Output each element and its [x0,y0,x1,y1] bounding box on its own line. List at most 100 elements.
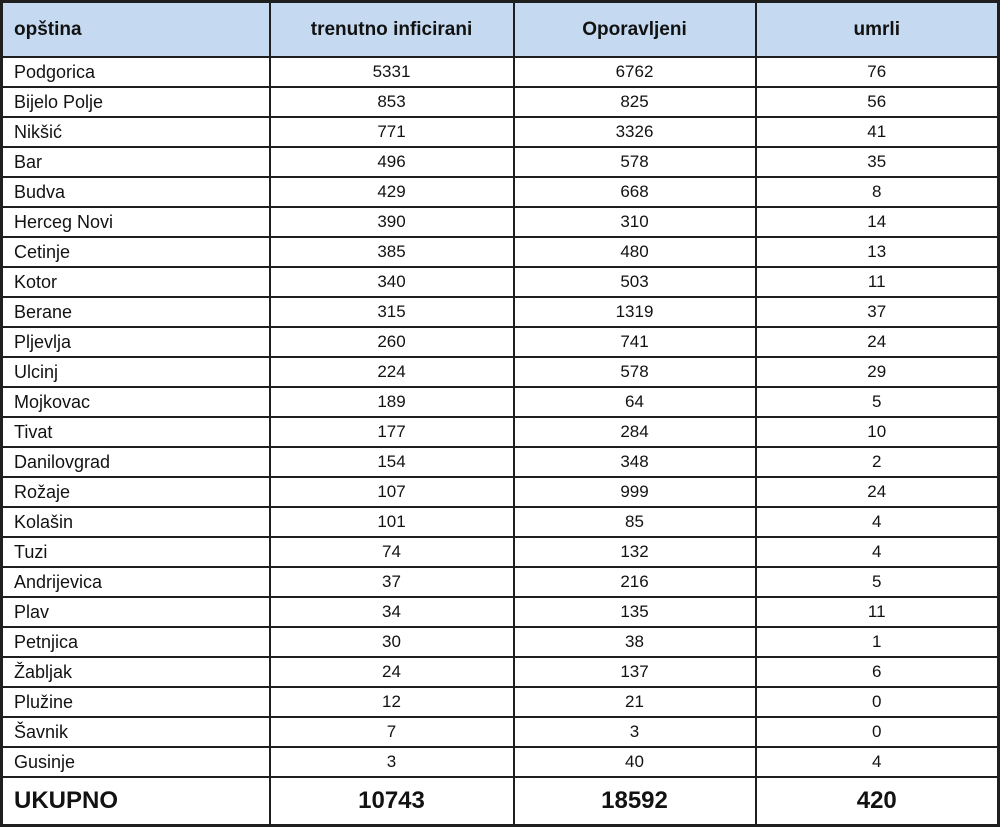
currently-infected-value: 385 [268,236,515,268]
municipality-name: Plav [0,596,271,628]
currently-infected-value: 101 [268,506,515,538]
currently-infected-value: 496 [268,146,515,178]
total-recovered: 18592 [512,776,757,827]
municipality-name: Pljevlja [0,326,271,358]
recovered-value: 216 [512,566,757,598]
recovered-value: 132 [512,536,757,568]
table-row: Ulcinj 224 578 29 [0,356,1000,388]
recovered-value: 578 [512,356,757,388]
recovered-value: 310 [512,206,757,238]
currently-infected-value: 390 [268,206,515,238]
currently-infected-value: 3 [268,746,515,778]
municipality-name: Šavnik [0,716,271,748]
currently-infected-value: 189 [268,386,515,418]
deaths-value: 6 [754,656,1000,688]
currently-infected-value: 34 [268,596,515,628]
recovered-value: 668 [512,176,757,208]
header-row: opština trenutno inficirani Oporavljeni … [0,0,1000,58]
municipality-name: Tuzi [0,536,271,568]
currently-infected-value: 315 [268,296,515,328]
recovered-value: 348 [512,446,757,478]
column-header-currently-infected: trenutno inficirani [268,0,515,58]
deaths-value: 37 [754,296,1000,328]
recovered-value: 578 [512,146,757,178]
table-row: Nikšić 771 3326 41 [0,116,1000,148]
recovered-value: 480 [512,236,757,268]
table-row: Plav 34 135 11 [0,596,1000,628]
table-row: Kolašin 101 85 4 [0,506,1000,538]
municipality-name: Berane [0,296,271,328]
currently-infected-value: 154 [268,446,515,478]
deaths-value: 4 [754,746,1000,778]
table-row: Pljevlja 260 741 24 [0,326,1000,358]
currently-infected-value: 224 [268,356,515,388]
municipality-name: Cetinje [0,236,271,268]
municipality-name: Kolašin [0,506,271,538]
municipality-name: Budva [0,176,271,208]
currently-infected-value: 429 [268,176,515,208]
deaths-value: 4 [754,536,1000,568]
deaths-value: 0 [754,686,1000,718]
table-row: Herceg Novi 390 310 14 [0,206,1000,238]
municipality-name: Rožaje [0,476,271,508]
table-row: Rožaje 107 999 24 [0,476,1000,508]
currently-infected-value: 24 [268,656,515,688]
table-row: Gusinje 3 40 4 [0,746,1000,778]
table-row: Mojkovac 189 64 5 [0,386,1000,418]
deaths-value: 14 [754,206,1000,238]
deaths-value: 5 [754,566,1000,598]
recovered-value: 38 [512,626,757,658]
total-currently-infected: 10743 [268,776,515,827]
table-row: Šavnik 7 3 0 [0,716,1000,748]
municipality-name: Nikšić [0,116,271,148]
total-label: UKUPNO [0,776,271,827]
recovered-value: 40 [512,746,757,778]
currently-infected-value: 37 [268,566,515,598]
table-row: Berane 315 1319 37 [0,296,1000,328]
currently-infected-value: 853 [268,86,515,118]
recovered-value: 284 [512,416,757,448]
table-row: Žabljak 24 137 6 [0,656,1000,688]
municipality-name: Ulcinj [0,356,271,388]
deaths-value: 11 [754,266,1000,298]
currently-infected-value: 74 [268,536,515,568]
recovered-value: 741 [512,326,757,358]
deaths-value: 29 [754,356,1000,388]
municipality-name: Gusinje [0,746,271,778]
deaths-value: 5 [754,386,1000,418]
deaths-value: 2 [754,446,1000,478]
recovered-value: 825 [512,86,757,118]
municipality-name: Bijelo Polje [0,86,271,118]
deaths-value: 4 [754,506,1000,538]
deaths-value: 8 [754,176,1000,208]
table-row: Bijelo Polje 853 825 56 [0,86,1000,118]
total-row: UKUPNO 10743 18592 420 [0,776,1000,827]
column-header-recovered: Oporavljeni [512,0,757,58]
recovered-value: 135 [512,596,757,628]
deaths-value: 1 [754,626,1000,658]
deaths-value: 13 [754,236,1000,268]
currently-infected-value: 107 [268,476,515,508]
currently-infected-value: 7 [268,716,515,748]
table-row: Petnjica 30 38 1 [0,626,1000,658]
recovered-value: 6762 [512,56,757,88]
table-row: Andrijevica 37 216 5 [0,566,1000,598]
recovered-value: 85 [512,506,757,538]
currently-infected-value: 177 [268,416,515,448]
recovered-value: 3 [512,716,757,748]
recovered-value: 3326 [512,116,757,148]
table-row: Tivat 177 284 10 [0,416,1000,448]
municipality-name: Herceg Novi [0,206,271,238]
currently-infected-value: 5331 [268,56,515,88]
table-row: Bar 496 578 35 [0,146,1000,178]
column-header-municipality: opština [0,0,271,58]
total-deaths: 420 [754,776,1000,827]
table-row: Podgorica 5331 6762 76 [0,56,1000,88]
table-row: Budva 429 668 8 [0,176,1000,208]
municipality-name: Mojkovac [0,386,271,418]
recovered-value: 137 [512,656,757,688]
deaths-value: 11 [754,596,1000,628]
municipality-name: Podgorica [0,56,271,88]
